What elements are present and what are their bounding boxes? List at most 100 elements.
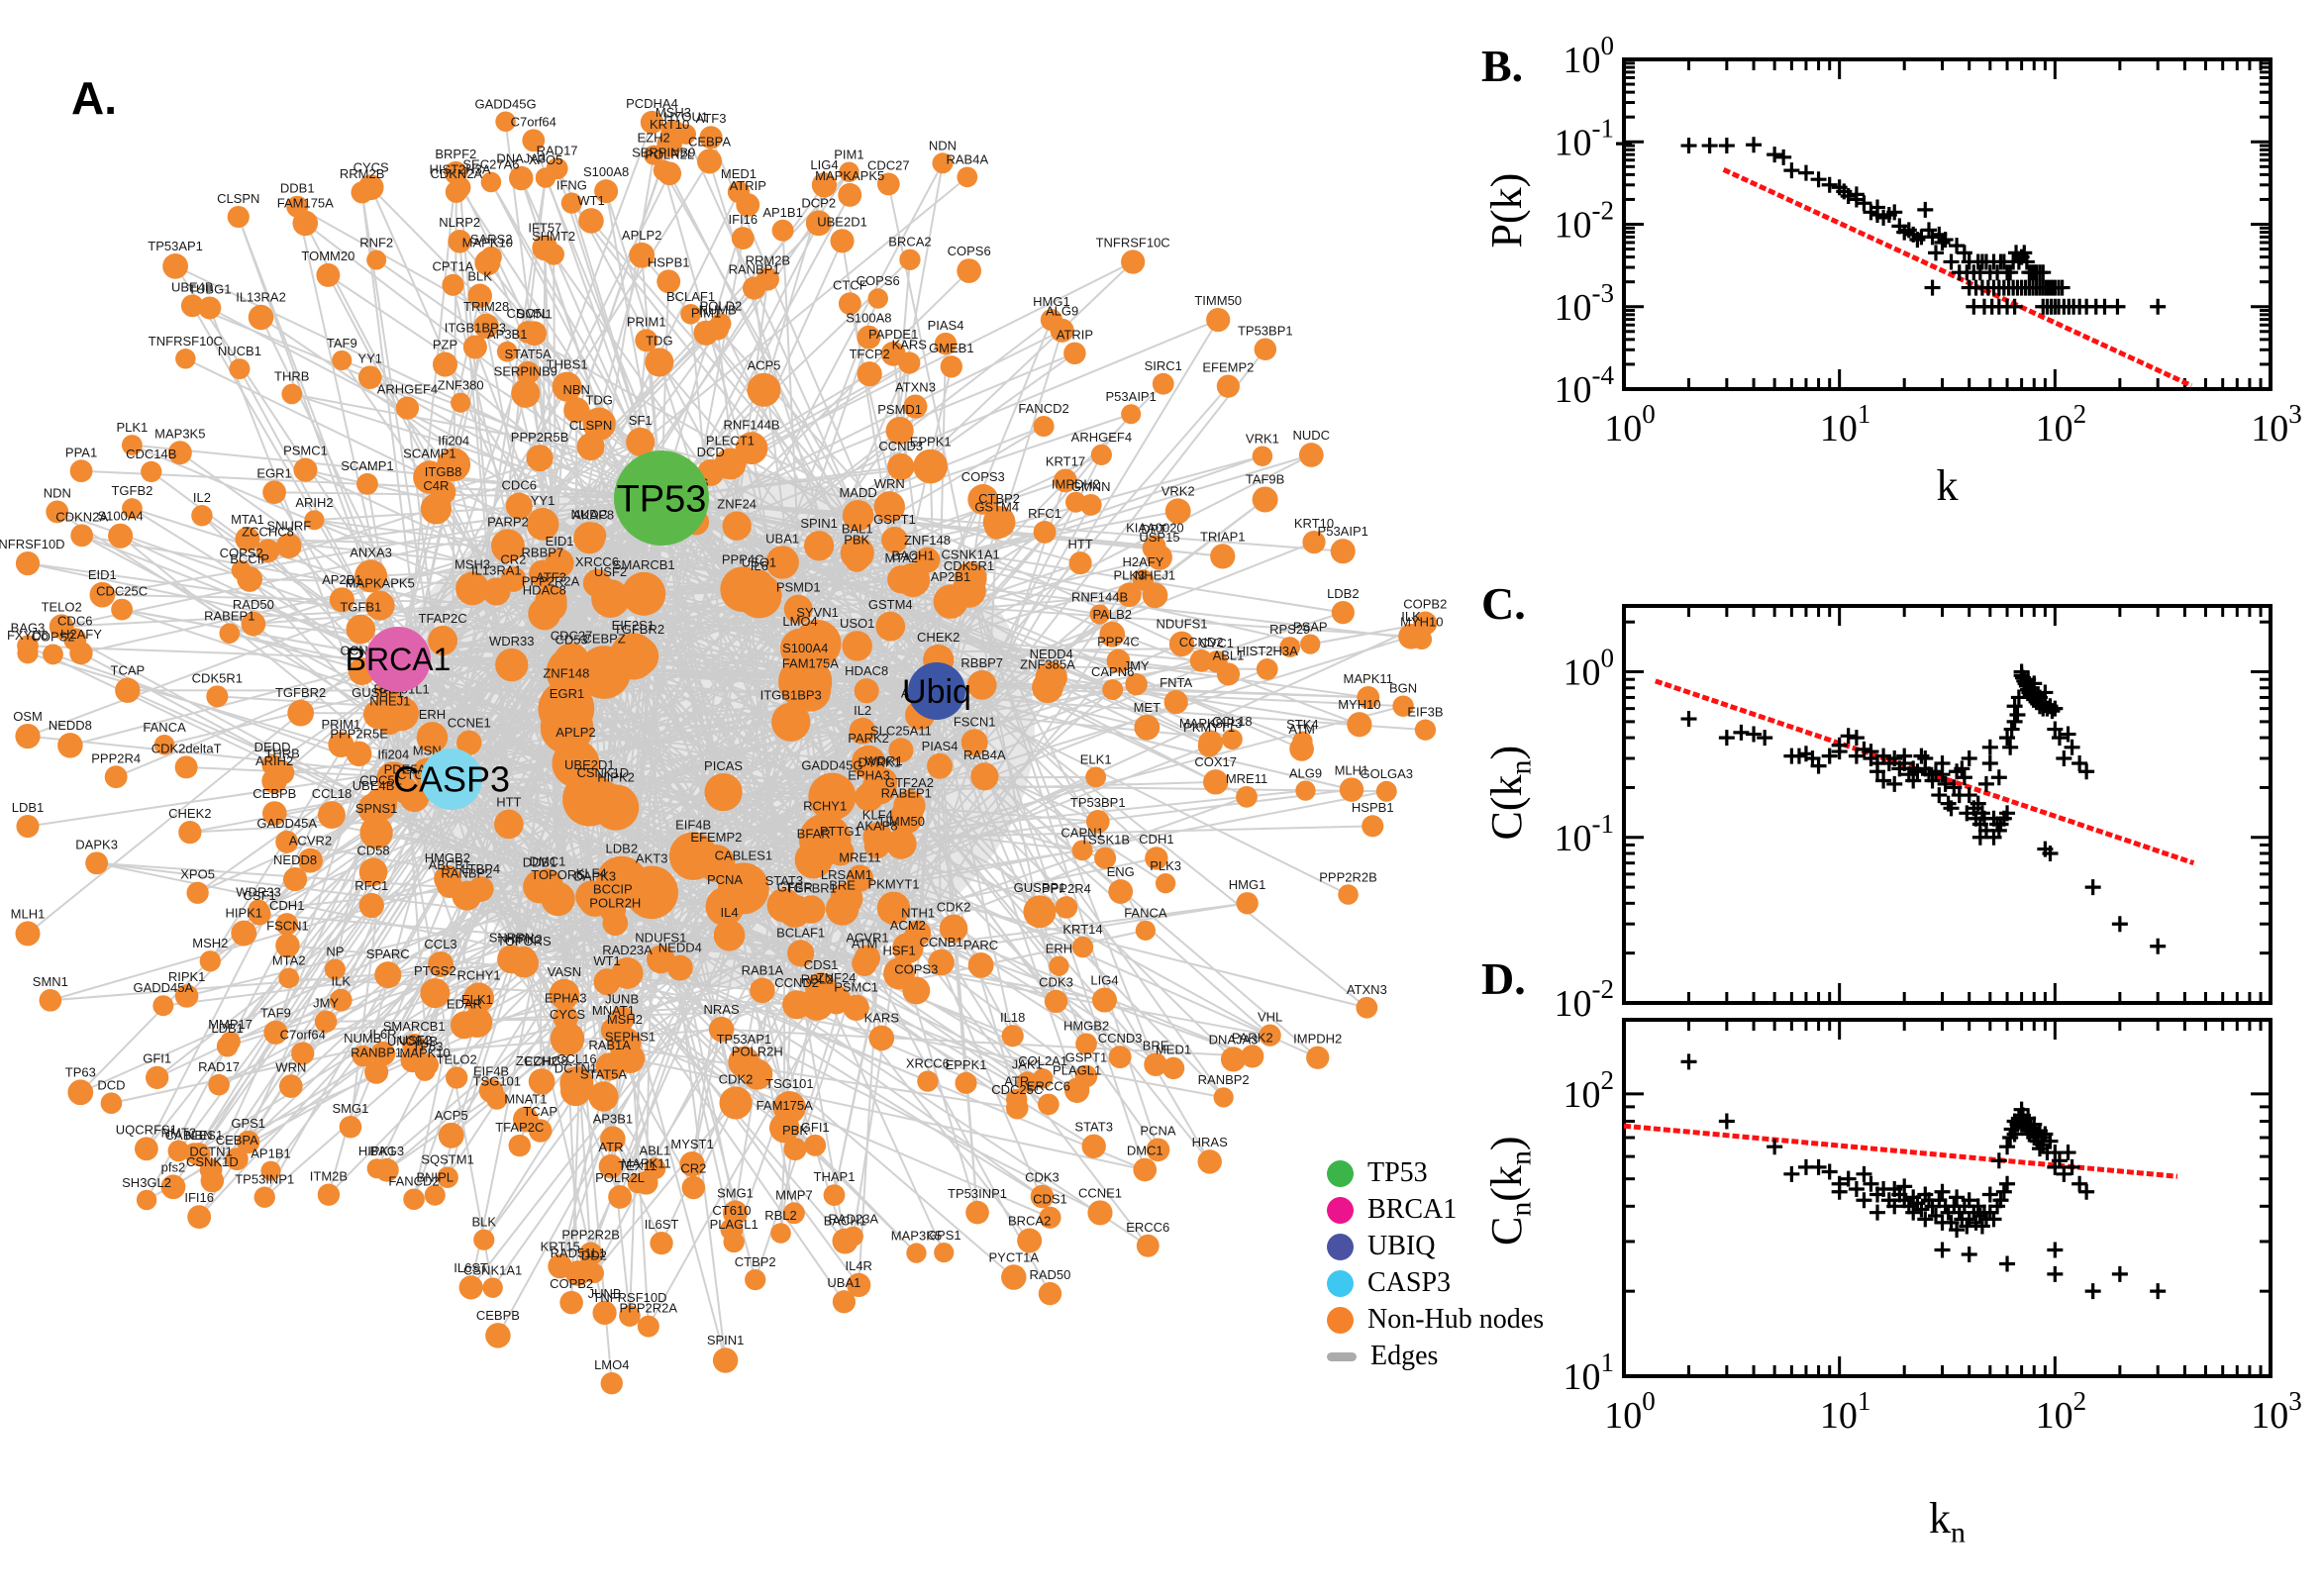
network-node [357,793,389,825]
network-node [681,1175,706,1200]
network-node-label: DD2 [581,1248,607,1263]
network-node-label: TRIM28 [463,299,509,314]
network-node-label: PIM1 [834,148,863,162]
network-node [1001,1264,1027,1290]
network-node [67,1079,94,1106]
network-node-label: ARIH2 [255,753,293,768]
network-node-label: ALG9 [1046,304,1078,319]
network-node [885,828,917,859]
data-point [1990,1152,2007,1169]
network-node [467,876,494,902]
network-node-label: ATM [852,936,877,950]
network-node [241,611,266,637]
network-node-label: CT610 [712,1203,751,1218]
network-node [111,598,134,621]
network-node [186,881,209,904]
network-node [622,571,666,616]
svg-text:100: 100 [1564,31,1615,81]
network-node [508,1134,531,1157]
network-node-label: CDK2 [719,1071,754,1086]
network-edge [211,497,662,1182]
network-node-label: EIF2S1 [612,618,655,633]
network-node [1133,1157,1158,1182]
data-point [2084,1283,2101,1300]
network-node [292,210,319,237]
network-node-label: RANBP1 [351,1046,402,1060]
network-node [1259,1024,1281,1047]
network-node [967,484,999,515]
network-node-label: SPNS1 [355,801,398,816]
network-node-label: UNC84B [387,1034,438,1048]
network-node [359,816,393,849]
network-node-label: RANBP2 [441,866,492,881]
data-point [1924,279,1941,296]
data-point [1848,730,1865,747]
network-node [1071,840,1093,861]
data-point [1956,769,1972,786]
network-node-label: PKMYT1 [1183,720,1235,735]
network-node-label: EFEMP2 [690,830,742,845]
network-node-label: CEBPA [216,1133,258,1147]
network-node [887,452,915,481]
network-node-label: AP3B1 [487,327,527,342]
network-node-label: SMG1 [333,1101,369,1116]
network-node-label: CCL18 [312,786,352,801]
network-node [39,989,62,1012]
network-node [178,821,202,845]
network-node-label: AP2B1 [931,569,970,584]
network-node [529,1068,556,1095]
network-node [69,459,93,483]
network-node-label: PLK1 [116,420,148,435]
network-node-label: EPHA3 [848,768,890,783]
network-node-label: GMEB1 [929,341,974,355]
network-node-label: NDUFS1 [1157,617,1208,632]
network-node-label: KRT17 [1046,454,1085,469]
network-node [1306,1046,1330,1069]
network-node-label: PTTG1 [820,824,861,839]
network-node [16,815,40,839]
network-node [1033,415,1055,438]
network-node-label: KARS [864,1011,900,1026]
network-node-label: TP53AP1 [148,239,203,253]
network-node-label: PSAP [1293,619,1328,634]
network-node [227,205,250,229]
network-node-label: PRIM1 [322,717,361,732]
network-edge [953,928,979,1213]
fit-line [1623,1123,2178,1179]
network-node [291,1042,315,1065]
network-node-label: RRM2B [746,252,791,267]
network-node-label: LDB2 [606,842,639,856]
network-node-label: FANCA [143,720,186,735]
network-node-label: PPP2R5E [330,727,388,742]
network-node-label: FAM175A [277,196,334,211]
data-point [1981,754,1998,771]
network-node [742,276,766,300]
network-edge [397,332,707,660]
network-node [1075,1033,1097,1055]
svg-text:103: 103 [2251,1386,2302,1437]
network-node-label: POLR2L [595,1170,645,1185]
network-node [582,407,616,441]
network-node [965,1200,989,1225]
network-node-label: SMG1 [717,1185,754,1200]
network-node-label: PLAGL1 [1053,1063,1101,1078]
network-node-label: CDK5R1 [944,558,994,573]
network-node [283,867,308,892]
network-node-label: ARIH2 [295,495,333,510]
network-node [656,269,681,294]
network-node [1044,989,1068,1014]
panel-b-label: B. [1481,41,1524,91]
network-node [261,768,287,794]
network-node-label: IL13RA1 [471,562,522,577]
network-node [727,180,751,204]
network-node [805,210,832,237]
network-node-label: MAPK10 [462,235,513,249]
network-node [253,1186,275,1208]
data-point [1775,149,1792,165]
network-node-label: KRT10 [650,117,689,132]
network-node-label: RAD51L1 [551,1246,606,1260]
data-point [2078,763,2095,780]
network-node [771,219,794,242]
network-node [705,887,745,927]
